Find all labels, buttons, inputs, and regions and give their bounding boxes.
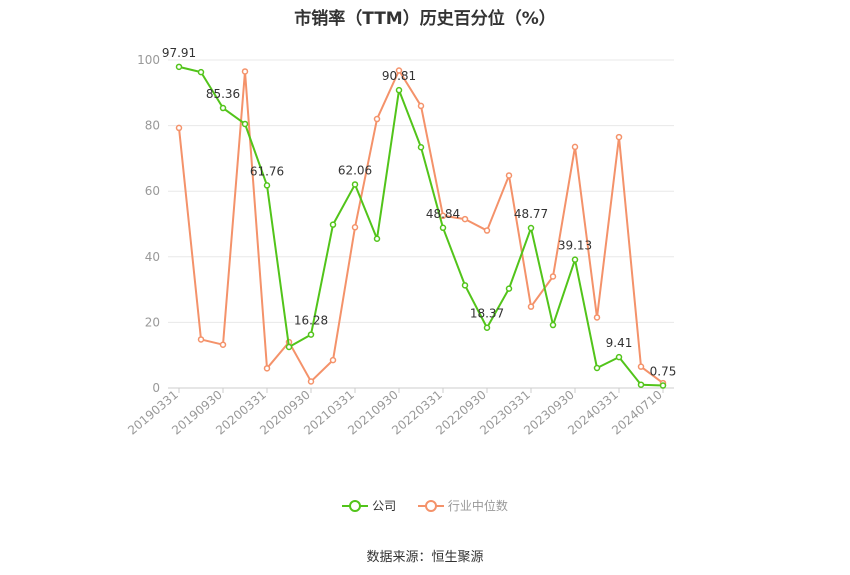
data-point-series-0 xyxy=(395,86,403,94)
data-label: 18.37 xyxy=(470,307,504,321)
data-label: 61.76 xyxy=(250,164,284,178)
data-label: 97.91 xyxy=(162,46,196,60)
y-tick-label: 40 xyxy=(145,250,160,264)
data-point-series-1 xyxy=(637,363,645,370)
data-label: 90.81 xyxy=(382,69,416,83)
data-point-series-0 xyxy=(263,182,271,189)
data-point-series-0 xyxy=(659,382,667,389)
data-point-series-0 xyxy=(439,224,447,232)
data-label: 62.06 xyxy=(338,163,372,177)
legend-item-industry-median[interactable]: 行业中位数 xyxy=(417,497,508,514)
data-point-series-0 xyxy=(351,181,359,188)
data-point-series-0 xyxy=(571,256,579,263)
data-point-series-1 xyxy=(373,115,381,123)
legend-line-company-icon xyxy=(342,499,369,512)
legend-item-company[interactable]: 公司 xyxy=(342,497,396,514)
data-point-series-1 xyxy=(241,68,249,75)
legend-label-industry-median: 行业中位数 xyxy=(447,499,508,513)
data-point-series-0 xyxy=(505,285,513,292)
data-point-series-1 xyxy=(263,365,271,372)
y-tick-label: 80 xyxy=(145,119,160,133)
data-point-series-1 xyxy=(219,341,227,348)
data-point-series-1 xyxy=(593,314,601,321)
legend-line-industry-icon xyxy=(417,499,444,512)
data-point-series-0 xyxy=(549,321,557,329)
data-label: 39.13 xyxy=(558,239,592,253)
data-point-series-1 xyxy=(175,124,183,132)
data-point-series-0 xyxy=(461,282,469,289)
data-point-series-0 xyxy=(637,381,645,388)
data-point-series-1 xyxy=(505,172,513,179)
data-point-series-1 xyxy=(527,303,535,310)
series-line-0 xyxy=(178,65,664,387)
data-point-series-0 xyxy=(593,364,601,372)
data-point-series-0 xyxy=(175,63,183,71)
data-label: 85.36 xyxy=(206,87,240,101)
data-label: 0.75 xyxy=(650,365,677,379)
data-point-series-0 xyxy=(483,324,491,331)
source-note: 数据来源：恒生聚源 xyxy=(366,550,484,565)
data-point-series-0 xyxy=(219,104,227,112)
data-label: 16.28 xyxy=(294,314,328,328)
data-point-series-1 xyxy=(571,143,579,151)
y-tick-label: 0 xyxy=(152,381,160,395)
data-label: 48.84 xyxy=(426,207,460,221)
chart-title: 市销率（TTM）历史百分位（%） xyxy=(294,9,556,29)
data-label: 48.77 xyxy=(514,207,548,221)
data-point-series-0 xyxy=(285,343,293,351)
data-point-series-1 xyxy=(329,356,337,364)
y-tick-label: 60 xyxy=(145,184,160,198)
data-point-series-1 xyxy=(615,133,623,141)
data-point-series-1 xyxy=(417,102,425,110)
data-label: 9.41 xyxy=(606,336,633,350)
data-point-series-1 xyxy=(461,215,469,223)
data-point-series-1 xyxy=(197,336,205,343)
data-point-series-1 xyxy=(549,273,557,280)
data-point-series-1 xyxy=(395,67,403,74)
data-point-series-0 xyxy=(329,221,337,228)
data-point-series-0 xyxy=(307,331,315,338)
data-point-series-0 xyxy=(417,143,425,151)
data-point-series-0 xyxy=(527,224,535,232)
data-point-series-0 xyxy=(241,120,249,128)
data-point-series-1 xyxy=(351,224,359,231)
data-point-series-0 xyxy=(615,353,623,361)
data-point-series-1 xyxy=(483,227,491,234)
y-tick-label: 20 xyxy=(145,315,160,329)
legend-label-company: 公司 xyxy=(372,499,397,513)
legend: 公司 行业中位数 xyxy=(0,497,850,516)
data-point-series-0 xyxy=(373,235,381,243)
y-tick-label: 100 xyxy=(137,53,160,67)
data-point-series-1 xyxy=(307,378,315,385)
data-point-series-0 xyxy=(197,68,205,76)
